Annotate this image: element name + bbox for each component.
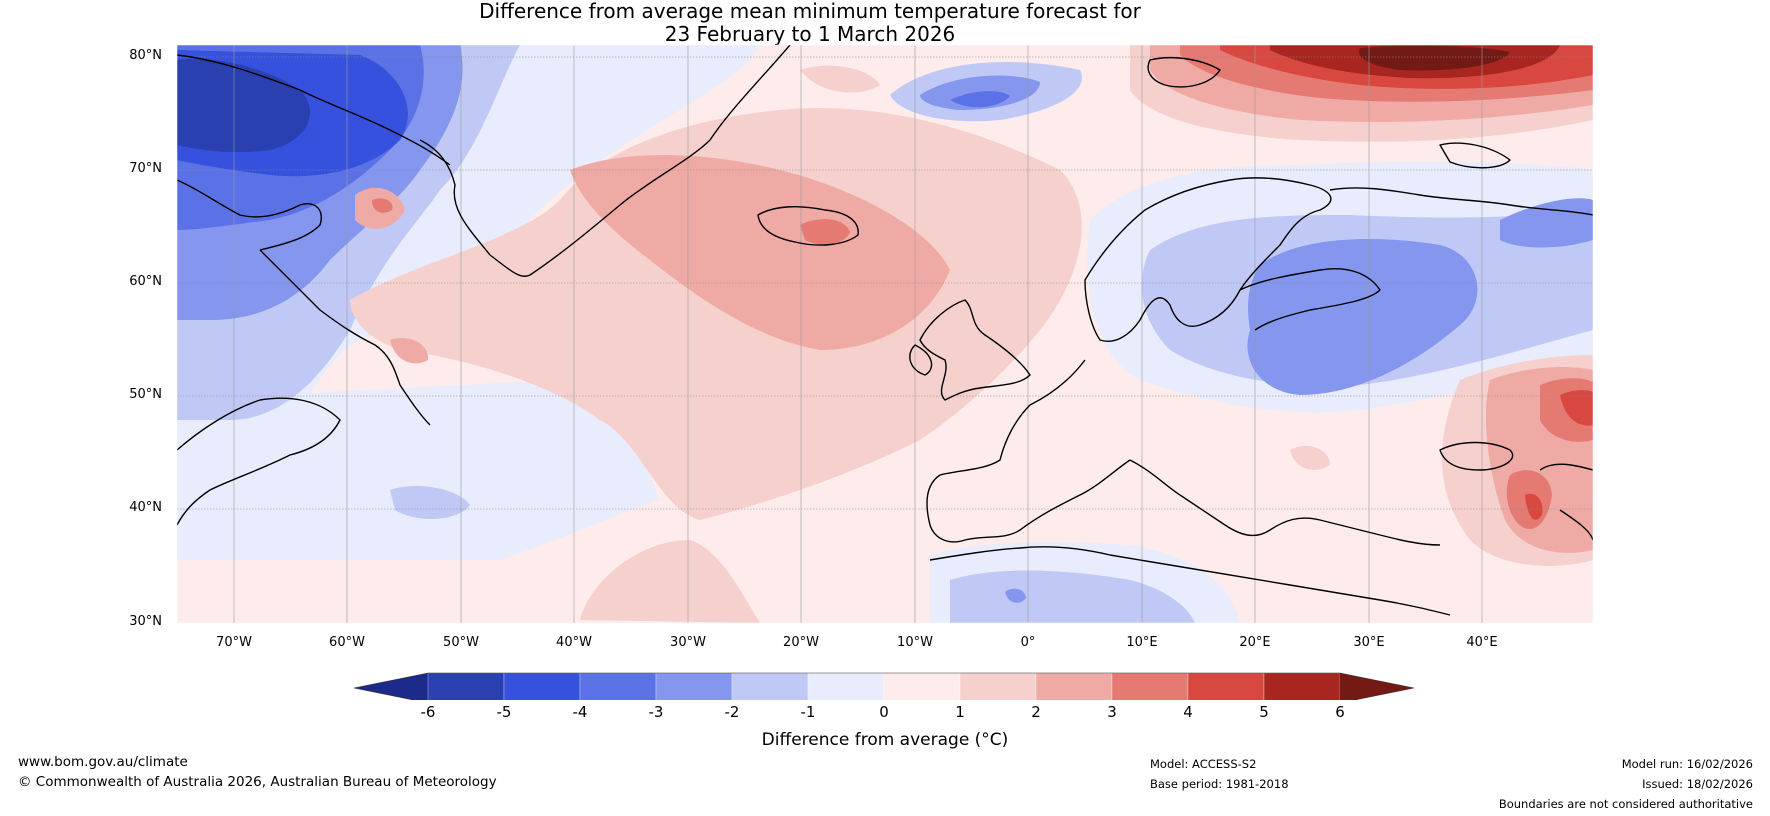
colorbar-tick-label: 4 xyxy=(1183,703,1193,721)
lat-label-70n: 70°N xyxy=(129,161,162,176)
colorbar-tick-label: 5 xyxy=(1259,703,1269,721)
map-frame xyxy=(176,44,1594,624)
colorbar-swatch xyxy=(1263,672,1341,700)
coast-uk xyxy=(909,299,1031,401)
lon-label-20e: 20°E xyxy=(1239,635,1271,650)
coast-africa xyxy=(929,546,1451,616)
lon-label-60w: 60°W xyxy=(329,635,365,650)
lat-label-30n: 30°N xyxy=(129,614,162,629)
anomaly-region-cool-mid-atlantic xyxy=(177,380,660,560)
coast-europe-west xyxy=(926,359,1131,543)
anomaly-region-warm-atlantic-south xyxy=(580,540,760,623)
footer-disclaimer: Boundaries are not considered authoritat… xyxy=(1498,797,1753,811)
anomaly-region-hotter-caucasus xyxy=(1525,493,1543,520)
lon-label-10w: 10°W xyxy=(897,635,933,650)
coast-mediterranean xyxy=(1129,459,1441,546)
anomaly-region-cold-africa xyxy=(950,570,1195,623)
colorbar-swatch xyxy=(503,672,581,700)
coast-labrador xyxy=(259,249,431,426)
colorbar-tick-label: 1 xyxy=(955,703,965,721)
map-title: Difference from average mean minimum tem… xyxy=(0,0,1620,46)
anomaly-field xyxy=(177,45,1593,623)
colorbar-tick-label: 3 xyxy=(1107,703,1117,721)
lat-label-60n: 60°N xyxy=(129,274,162,289)
footer-base-period: Base period: 1981-2018 xyxy=(1150,777,1289,791)
lat-label-40n: 40°N xyxy=(129,500,162,515)
colorbar-outline xyxy=(353,672,1415,700)
anomaly-region-warm-greenland-sea xyxy=(800,65,880,93)
colorbar-title: Difference from average (°C) xyxy=(761,730,1009,750)
coast-iceland xyxy=(757,206,859,246)
anomaly-region-colder-africa xyxy=(1005,588,1026,603)
footer-issued: Issued: 18/02/2026 xyxy=(1642,777,1753,791)
anomaly-region-warmer-atlantic xyxy=(570,155,950,350)
anomaly-region-warm-newfoundland xyxy=(390,337,429,364)
colorbar-extend-high xyxy=(1340,673,1414,700)
colorbar-tick-label: 6 xyxy=(1335,703,1345,721)
meridians xyxy=(233,45,1483,623)
anomaly-region-cold-patch-atlantic xyxy=(390,485,470,520)
lon-label-40e: 40°E xyxy=(1466,635,1498,650)
anomaly-region-colder-russia xyxy=(1247,239,1478,395)
colorbar-swatch xyxy=(807,672,885,700)
coast-caspian-caucasus xyxy=(1539,463,1593,541)
anomaly-region-warm-labrador-core xyxy=(372,198,393,213)
anomaly-region-extreme-cold-west xyxy=(177,59,310,153)
lon-label-0: 0° xyxy=(1020,635,1036,650)
colorbar-swatch xyxy=(1111,672,1189,700)
lon-label-50w: 50°W xyxy=(443,635,479,650)
colorbar-swatch xyxy=(579,672,657,700)
colorbar-tick-label: -1 xyxy=(800,703,816,721)
title-line-1: Difference from average mean minimum tem… xyxy=(479,0,1141,23)
anomaly-region-warm-atlantic xyxy=(350,108,1082,520)
colorbar-tick-label: -3 xyxy=(648,703,664,721)
coast-russia-north xyxy=(1329,187,1593,216)
lat-label-80n: 80°N xyxy=(129,48,162,63)
lon-label-20w: 20°W xyxy=(783,635,819,650)
graticule xyxy=(177,56,1593,510)
coast-greenland xyxy=(419,45,791,277)
coast-canada-east xyxy=(177,397,341,526)
title-line-2: 23 February to 1 March 2026 xyxy=(664,22,956,46)
colorbar-tick-label: -6 xyxy=(420,703,436,721)
coast-svalbard xyxy=(1147,57,1221,88)
coast-novaya-zemlya xyxy=(1439,142,1511,169)
coast-black-sea xyxy=(1439,441,1514,471)
lat-label-50n: 50°N xyxy=(129,387,162,402)
footer-model: Model: ACCESS-S2 xyxy=(1150,757,1257,771)
footer-website: www.bom.gov.au/climate xyxy=(18,754,188,770)
lon-label-70w: 70°W xyxy=(216,635,252,650)
anomaly-region-hotter-east xyxy=(1560,390,1593,426)
colorbar-tick-label: -5 xyxy=(496,703,512,721)
coast-scandinavia xyxy=(1084,177,1332,342)
anomaly-region-cold-east xyxy=(1500,198,1593,248)
anomaly-region-warm-iceland xyxy=(800,219,850,245)
colorbar-swatch xyxy=(959,672,1037,700)
colorbar-swatch xyxy=(655,672,733,700)
lon-label-30e: 30°E xyxy=(1353,635,1385,650)
lon-label-30w: 30°W xyxy=(670,635,706,650)
colorbar-extend-low xyxy=(354,673,428,700)
forecast-map xyxy=(176,44,1594,700)
colorbar-tick-label: -2 xyxy=(724,703,740,721)
coast-baltic xyxy=(1239,268,1381,331)
anomaly-region-colder-fram xyxy=(950,91,1010,108)
lon-label-10e: 10°E xyxy=(1126,635,1158,650)
colorbar-tick-label: 0 xyxy=(879,703,889,721)
coastlines xyxy=(177,45,1593,616)
colorbar-swatch xyxy=(883,672,961,700)
colorbar-tick-label: -4 xyxy=(572,703,588,721)
colorbar xyxy=(353,672,1415,700)
colorbar-swatch xyxy=(427,672,505,700)
coast-canada-arctic xyxy=(177,54,451,251)
lon-label-40w: 40°W xyxy=(556,635,592,650)
colorbar-swatch xyxy=(731,672,809,700)
anomaly-region-extreme-hot-arctic xyxy=(1359,45,1510,71)
anomaly-region-warm-central-europe xyxy=(1290,445,1330,470)
colorbar-swatch xyxy=(1187,672,1265,700)
footer-model-run: Model run: 16/02/2026 xyxy=(1621,757,1753,771)
colorbar-tick-label: 2 xyxy=(1031,703,1041,721)
footer-copyright: © Commonwealth of Australia 2026, Austra… xyxy=(18,774,497,790)
colorbar-swatch xyxy=(1035,672,1113,700)
